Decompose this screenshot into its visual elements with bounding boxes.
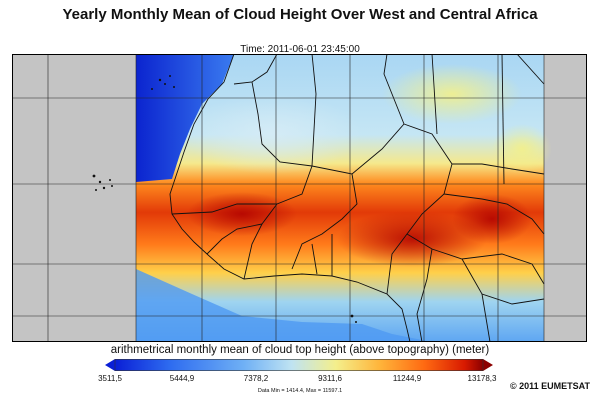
atlantic-north <box>136 54 234 182</box>
hot-core <box>187 192 297 236</box>
hot-core <box>337 211 487 267</box>
hot-core <box>452 194 532 244</box>
graticule <box>12 54 587 342</box>
data-min-max: Data Min = 1414.4, Max = 11597.1 <box>257 388 343 394</box>
cloud-height-map <box>12 54 587 342</box>
colorbar-tick: 3511,5 <box>98 374 122 383</box>
time-label: Time: 2011-06-01 23:45:00 <box>240 44 360 55</box>
country-borders <box>169 54 545 342</box>
colorbar-tick: 13178,3 <box>467 374 497 383</box>
map-frame <box>12 54 587 342</box>
no-data-right <box>544 54 587 342</box>
yellow-patch <box>382 64 522 124</box>
colorbar-min-arrow <box>105 359 115 371</box>
map-title: Yearly Monthly Mean of Cloud Height Over… <box>62 6 538 23</box>
colorbar-tick: 5444,9 <box>169 374 195 383</box>
cool-patch <box>182 94 362 174</box>
colorbar <box>105 359 493 371</box>
copyright: © 2011 EUMETSAT <box>510 381 590 391</box>
colorbar-max-arrow <box>483 359 493 371</box>
yellow-patch <box>492 124 552 174</box>
colorbar-tick: 7378,2 <box>243 374 269 383</box>
colorbar-ticks: 3511,5 5444,9 7378,2 9311,6 11244,9 1317… <box>0 374 600 386</box>
islands <box>92 75 357 323</box>
colorbar-gradient <box>115 359 483 371</box>
atlantic-south <box>136 269 432 342</box>
no-data-left <box>12 54 136 342</box>
colorbar-tick: 9311,6 <box>318 374 342 383</box>
colorbar-title: arithmetrical monthly mean of cloud top … <box>110 344 490 356</box>
colorbar-tick: 11244,9 <box>392 374 422 383</box>
